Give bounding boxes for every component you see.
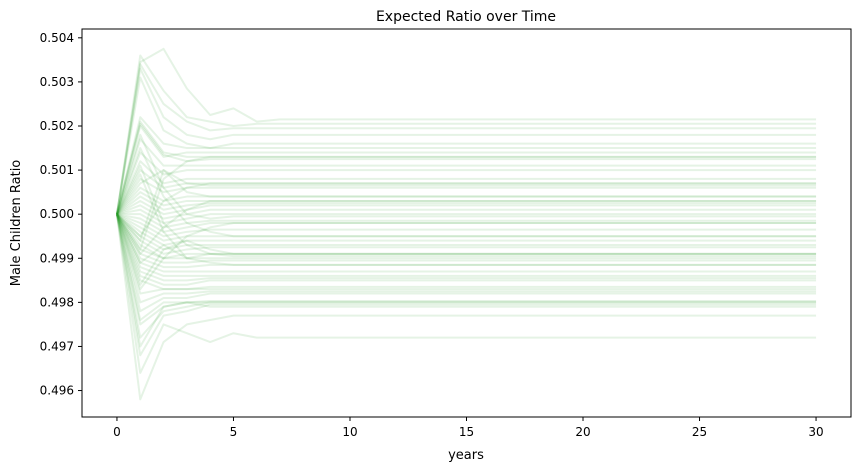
series-line-46 xyxy=(115,214,817,401)
series-line-47 xyxy=(115,214,817,348)
series-line-57 xyxy=(116,155,817,251)
series-line-19 xyxy=(116,199,817,216)
x-tick-label: 10 xyxy=(342,425,357,439)
series-line-42 xyxy=(115,213,817,326)
x-axis-label: years xyxy=(448,448,484,463)
series-line-43 xyxy=(115,213,817,339)
series-line-7 xyxy=(115,120,817,215)
series-line-48 xyxy=(115,213,817,291)
series-line-52 xyxy=(116,182,817,238)
series-line-22 xyxy=(116,213,817,229)
x-tick-label: 0 xyxy=(113,425,121,439)
series-line-23 xyxy=(116,213,817,233)
series-line-54 xyxy=(115,133,817,220)
series-line-32 xyxy=(116,213,817,269)
series-line-39 xyxy=(115,213,817,304)
x-axis-ticks: 0 5 10 15 20 25 30 xyxy=(113,417,824,439)
y-axis-ticks: 0.496 0.497 0.498 0.499 0.500 0.501 0.502 0.503… xyxy=(40,31,82,398)
series-line-36 xyxy=(116,213,817,286)
series-line-4 xyxy=(115,67,817,215)
series-line-37 xyxy=(116,213,817,291)
series-line-51 xyxy=(116,199,817,255)
y-tick-label: 0.498 xyxy=(40,295,74,309)
series-line-41 xyxy=(115,213,817,321)
series-line-8 xyxy=(115,122,817,215)
series-line-16 xyxy=(116,186,817,215)
series-line-15 xyxy=(116,169,817,215)
y-axis-label: Male Children Ratio xyxy=(9,160,24,287)
y-tick-label: 0.497 xyxy=(40,339,74,353)
series-line-53 xyxy=(116,147,817,238)
y-tick-label: 0.499 xyxy=(40,251,74,265)
series-line-55 xyxy=(116,164,817,258)
plot-background xyxy=(82,29,851,417)
y-tick-label: 0.502 xyxy=(40,119,74,133)
plot-frame xyxy=(81,28,852,418)
series-line-44 xyxy=(115,214,817,357)
x-tick-label: 5 xyxy=(230,425,238,439)
series-line-9 xyxy=(115,125,817,215)
series-line-38 xyxy=(115,213,817,295)
series-line-49 xyxy=(116,213,817,286)
series-line-27 xyxy=(116,213,817,251)
series-line-33 xyxy=(116,213,817,273)
series-line-34 xyxy=(116,213,817,277)
series-line-3 xyxy=(115,63,817,215)
y-tick-label: 0.504 xyxy=(40,31,74,45)
y-tick-label: 0.500 xyxy=(40,207,74,221)
series-line-28 xyxy=(116,213,817,255)
series-line-12 xyxy=(116,160,817,215)
y-tick-label: 0.501 xyxy=(40,163,74,177)
series-line-58 xyxy=(116,169,817,242)
series-line-6 xyxy=(115,116,817,215)
chart-title: Expected Ratio over Time xyxy=(376,9,556,25)
series-line-45 xyxy=(115,214,817,374)
series-line-50 xyxy=(116,213,817,264)
x-tick-label: 25 xyxy=(692,425,707,439)
series-line-40 xyxy=(115,213,817,313)
series-line-35 xyxy=(116,213,817,282)
series-line-56 xyxy=(116,173,817,266)
series-line-2 xyxy=(115,54,817,215)
series-line-5 xyxy=(115,76,817,215)
y-tick-label: 0.503 xyxy=(40,75,74,89)
series-line-10 xyxy=(115,138,817,215)
series-line-24 xyxy=(116,213,817,238)
x-tick-label: 15 xyxy=(459,425,474,439)
series-line-11 xyxy=(116,151,817,215)
series-line-31 xyxy=(116,213,817,264)
series-line-14 xyxy=(116,177,817,215)
series-line-26 xyxy=(116,213,817,247)
x-tick-label: 30 xyxy=(808,425,823,439)
data-lines xyxy=(115,47,817,401)
series-line-18 xyxy=(116,195,817,215)
x-tick-label: 20 xyxy=(575,425,590,439)
series-line-13 xyxy=(116,169,817,215)
series-line-25 xyxy=(116,213,817,242)
series-line-20 xyxy=(116,204,817,220)
series-line-1 xyxy=(115,47,817,215)
series-line-17 xyxy=(116,191,817,215)
series-line-29 xyxy=(116,213,817,260)
series-line-21 xyxy=(116,208,817,224)
y-tick-label: 0.496 xyxy=(40,384,74,398)
series-line-30 xyxy=(116,213,817,260)
